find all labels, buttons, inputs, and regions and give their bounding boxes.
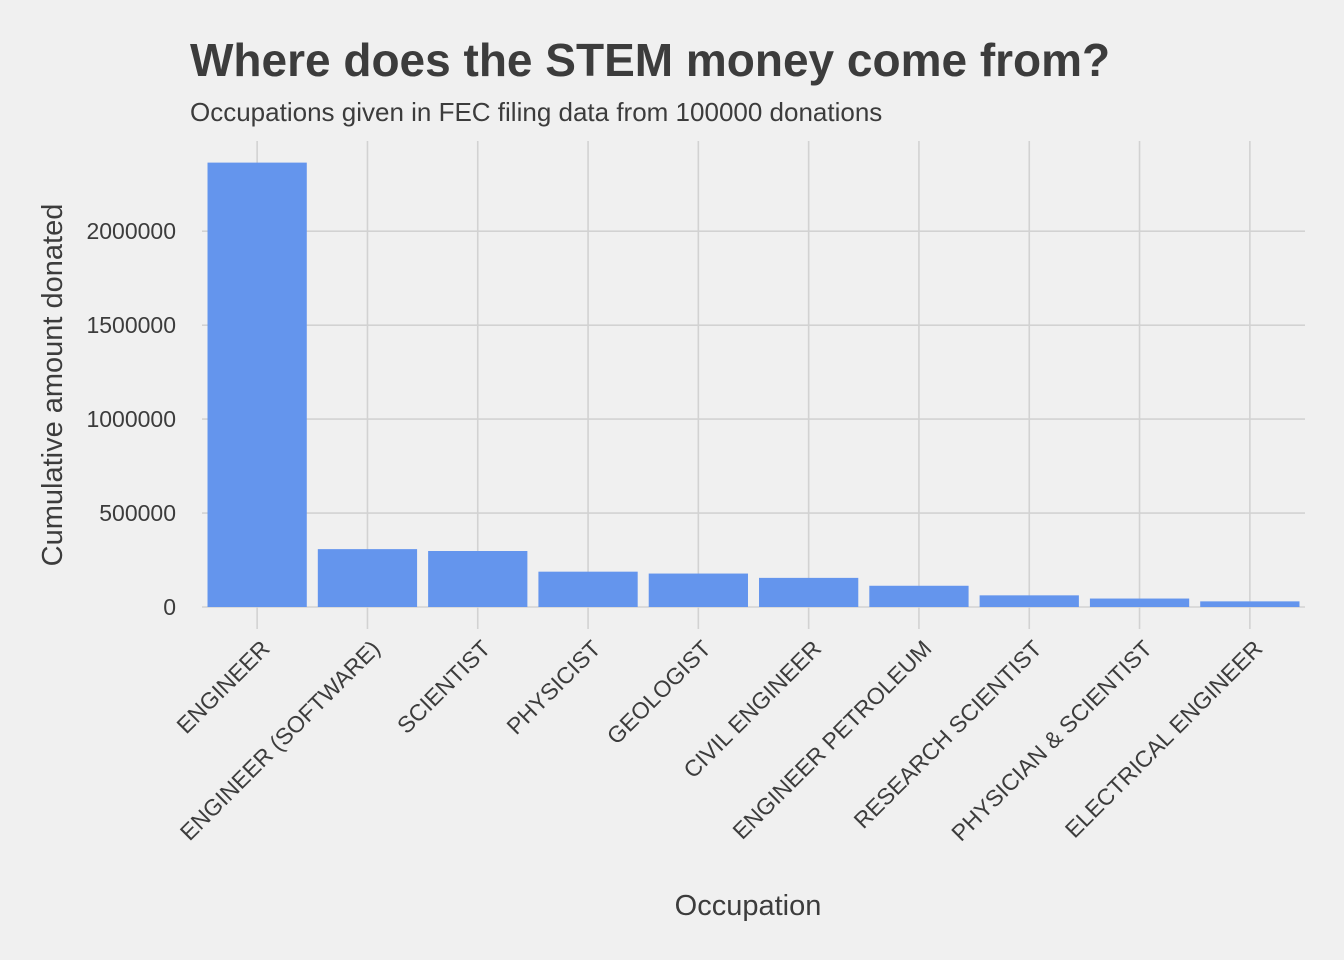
- x-tick-label: ENGINEER (SOFTWARE): [175, 635, 385, 845]
- x-tick-label: RESEARCH SCIENTIST: [849, 635, 1047, 833]
- bar: [317, 549, 418, 607]
- y-tick-label: 500000: [99, 500, 176, 526]
- bar: [1089, 598, 1190, 607]
- y-axis-ticks: 0 500000 1000000 1500000 2000000: [86, 218, 176, 620]
- bar: [538, 571, 638, 607]
- x-tick-label: ENGINEER: [171, 635, 274, 738]
- x-tick-label: GEOLOGIST: [602, 635, 716, 749]
- bars: [207, 162, 1300, 607]
- y-tick-label: 1500000: [86, 312, 176, 338]
- x-tick-label: ELECTRICAL ENGINEER: [1060, 635, 1268, 843]
- bar: [759, 577, 859, 607]
- bar: [207, 162, 307, 607]
- chart-subtitle: Occupations given in FEC filing data fro…: [190, 97, 882, 127]
- x-tick-label: SCIENTIST: [392, 635, 495, 738]
- y-axis-title: Cumulative amount donated: [37, 204, 69, 567]
- x-axis-title: Occupation: [675, 890, 822, 922]
- x-tick-label: PHYSICIAN & SCIENTIST: [946, 635, 1157, 846]
- chart-title: Where does the STEM money come from?: [190, 34, 1110, 86]
- bar: [428, 551, 528, 607]
- bar: [869, 585, 969, 607]
- y-tick-label: 1000000: [86, 406, 176, 432]
- x-tick-label: ENGINEER PETROLEUM: [727, 635, 936, 844]
- bar: [648, 573, 748, 607]
- y-tick-label: 2000000: [86, 218, 176, 244]
- y-tick-label: 0: [163, 594, 176, 620]
- bar: [1200, 601, 1300, 607]
- bar: [979, 595, 1079, 607]
- x-tick-label: PHYSICIST: [501, 635, 605, 739]
